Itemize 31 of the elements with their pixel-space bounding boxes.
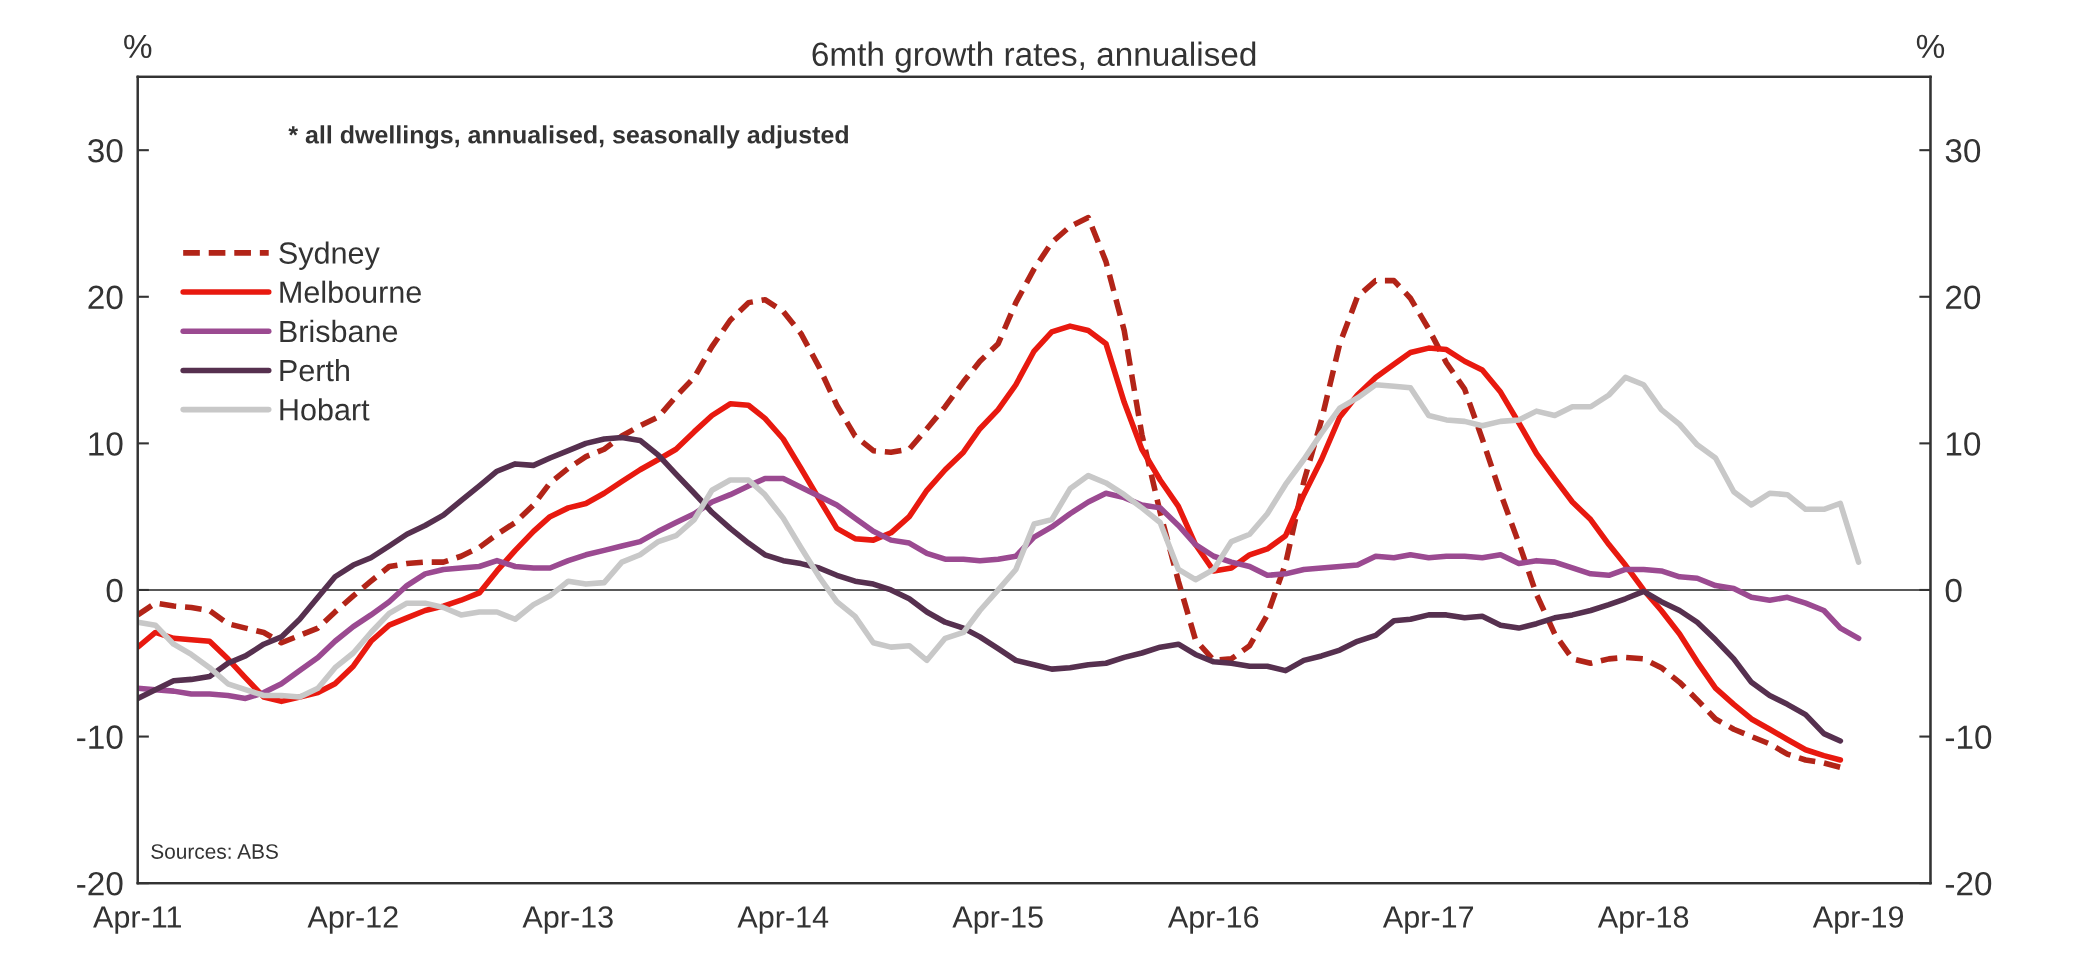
legend-label: Perth bbox=[280, 358, 349, 382]
y-tick-label: -20 bbox=[77, 871, 123, 896]
x-tick-label: Apr-14 bbox=[737, 906, 829, 934]
y2-tick-label: -20 bbox=[1945, 871, 1992, 896]
y-tick-label: -10 bbox=[77, 725, 123, 749]
y2-tick-label: -10 bbox=[1945, 725, 1992, 749]
legend-label: Melbourne bbox=[280, 280, 421, 304]
y-axis-title: % bbox=[124, 34, 152, 59]
legend-label: Sydney bbox=[279, 241, 380, 270]
y-tick-label: 30 bbox=[88, 138, 123, 163]
y2-tick-label: 20 bbox=[1946, 285, 1981, 310]
legend-label: Hobart bbox=[280, 398, 370, 421]
y2-axis-title: % bbox=[1916, 34, 1945, 59]
y-tick-label: 0 bbox=[106, 578, 123, 603]
annotation: Sources: ABS bbox=[151, 844, 278, 859]
y2-tick-label: 10 bbox=[1946, 432, 1981, 456]
legend-label: Brisbane bbox=[280, 319, 398, 343]
chart-title: 6mth growth rates, annualised bbox=[812, 41, 1256, 73]
x-tick-label: Apr-16 bbox=[1167, 906, 1259, 934]
x-tick-label: Apr-18 bbox=[1597, 906, 1689, 934]
y-tick-label: 10 bbox=[89, 432, 123, 456]
x-tick-label: Apr-19 bbox=[1812, 906, 1904, 934]
y2-tick-label: 30 bbox=[1945, 138, 1981, 163]
x-tick-label: Apr-11 bbox=[93, 906, 181, 934]
annotation: * all dwellings, annualised, seasonally adjusted bbox=[288, 125, 848, 149]
y-tick-label: 20 bbox=[88, 285, 123, 310]
y2-tick-label: 0 bbox=[1945, 578, 1962, 603]
x-tick-label: Apr-17 bbox=[1382, 906, 1474, 934]
x-tick-label: Apr-15 bbox=[952, 906, 1043, 934]
x-tick-label: Apr-13 bbox=[522, 906, 613, 934]
x-tick-label: Apr-12 bbox=[307, 906, 398, 934]
